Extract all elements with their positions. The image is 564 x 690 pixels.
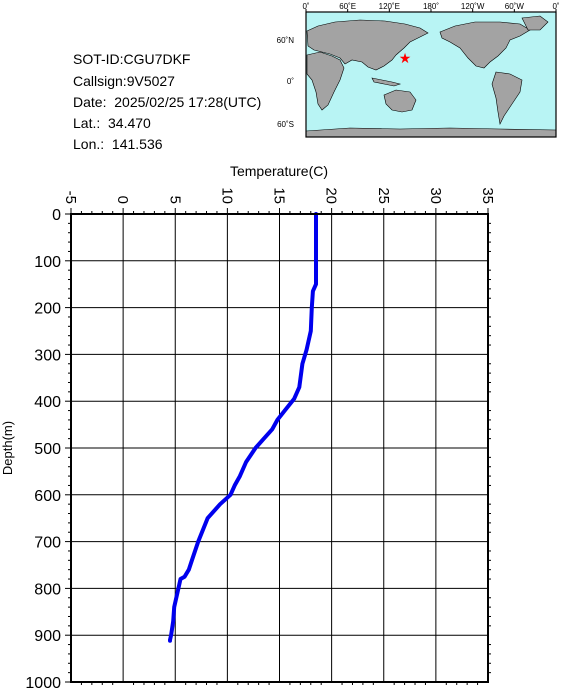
chart-grid (70, 213, 489, 683)
map-latitude-labels: 60˚N 0˚ 60˚S (277, 36, 295, 129)
latitude-label: Lat.: 34.470 (73, 115, 151, 131)
map-lat-label: 0˚ (287, 77, 294, 86)
y-tick-label: 800 (34, 581, 61, 598)
greenland-landmass (521, 15, 549, 31)
australia-landmass (383, 89, 417, 113)
y-tick-label: 400 (34, 394, 61, 411)
y-tick-label: 0 (52, 207, 61, 224)
plot-frame (70, 213, 489, 683)
map-lat-label: 60˚N (277, 36, 295, 45)
x-tick-label: 35 (479, 187, 496, 204)
map-lon-label: 180˚ (423, 2, 439, 11)
x-tick-label: 0 (114, 196, 131, 204)
y-tick-label: 100 (34, 254, 61, 271)
north-america-landmass (439, 21, 531, 69)
x-tick-label: 20 (323, 187, 340, 204)
y-tick-labels: 0 100 200 300 400 500 600 700 800 900 1000 (25, 207, 61, 690)
y-tick-label: 500 (34, 441, 61, 458)
x-tick-labels: -5 0 5 10 15 20 25 30 35 (62, 187, 496, 204)
x-tick-label: 10 (218, 187, 235, 204)
y-tick-label: 700 (34, 535, 61, 552)
map-lon-label: 60˚W (505, 2, 525, 11)
map-lon-label: 0˚ (552, 2, 559, 11)
eurasia-landmass (306, 19, 429, 71)
y-axis-label: Depth(m) (0, 421, 15, 475)
indonesia-landmass (371, 77, 402, 87)
map-longitude-labels: 0˚ 60˚E 120˚E 180˚ 120˚W 60˚W 0˚ (302, 2, 559, 11)
x-tick-label: 5 (166, 196, 183, 204)
chart-ticks (65, 208, 491, 685)
map-longitude-ticks (305, 9, 557, 12)
y-tick-label: 300 (34, 347, 61, 364)
y-tick-label: 900 (34, 628, 61, 645)
x-tick-label: 30 (427, 187, 444, 204)
y-tick-label: 1000 (25, 675, 61, 690)
map-lon-label: 120˚W (461, 2, 485, 11)
callsign-label: Callsign:9V5027 (73, 73, 175, 89)
map-lat-label: 60˚S (277, 120, 294, 129)
x-tick-label: 25 (375, 187, 392, 204)
x-axis-label: Temperature(C) (230, 163, 328, 179)
sot-id-label: SOT-ID:CGU7DKF (73, 51, 191, 67)
map-lon-label: 60˚E (339, 2, 356, 11)
map-landmasses (305, 15, 557, 138)
y-tick-label: 200 (34, 301, 61, 318)
temperature-profile-line (168, 212, 318, 643)
africa-landmass (306, 51, 345, 111)
x-tick-label: -5 (62, 191, 79, 204)
x-tick-label: 15 (271, 187, 288, 204)
map-lon-label: 0˚ (302, 2, 309, 11)
world-map: 0˚ 60˚E 120˚E 180˚ 120˚W 60˚W 0˚ 60˚N 0˚ 60˚S ★ (277, 2, 560, 138)
position-marker-star-icon: ★ (399, 50, 412, 66)
y-tick-label: 600 (34, 488, 61, 505)
date-label: Date: 2025/02/25 17:28(UTC) (73, 94, 262, 110)
longitude-label: Lon.: 141.536 (73, 136, 163, 152)
map-lon-label: 120˚E (379, 2, 400, 11)
south-america-landmass (491, 71, 523, 125)
